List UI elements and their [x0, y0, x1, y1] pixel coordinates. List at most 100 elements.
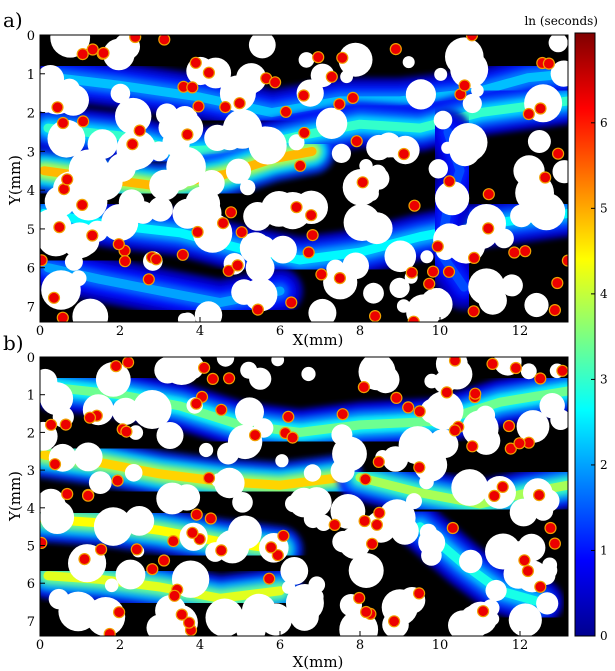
- grain: [118, 189, 145, 215]
- particle: [466, 440, 479, 453]
- particle: [223, 372, 236, 385]
- grain: [148, 196, 173, 222]
- grain: [359, 159, 373, 173]
- grain: [448, 122, 488, 162]
- particle: [47, 291, 61, 304]
- grain: [241, 593, 277, 629]
- grain: [500, 274, 523, 297]
- particle: [59, 418, 72, 431]
- grain: [52, 237, 65, 251]
- grain: [128, 425, 144, 440]
- particle: [448, 357, 462, 367]
- particle: [86, 43, 99, 56]
- particle: [518, 554, 531, 567]
- grain: [303, 464, 322, 482]
- grain: [177, 313, 191, 322]
- grain: [156, 422, 184, 449]
- particle: [405, 266, 418, 279]
- grain: [88, 471, 112, 494]
- particle: [482, 188, 495, 201]
- grain: [382, 446, 409, 472]
- grain: [104, 578, 119, 593]
- x-tick-label: 4: [196, 324, 204, 339]
- particle: [235, 226, 248, 239]
- grain: [72, 298, 109, 322]
- particle: [202, 471, 216, 485]
- grain: [315, 107, 348, 139]
- particle: [190, 508, 203, 521]
- grain: [40, 219, 75, 257]
- particle: [157, 554, 171, 567]
- particle: [122, 357, 135, 369]
- grain: [459, 549, 483, 574]
- particle: [556, 364, 568, 377]
- particle: [353, 591, 366, 605]
- particle: [175, 608, 188, 621]
- particle: [502, 419, 516, 433]
- grain: [110, 83, 131, 104]
- particle: [496, 480, 509, 493]
- x-tick-label: 6: [276, 638, 284, 653]
- particle: [61, 173, 74, 186]
- grain: [41, 270, 81, 310]
- grain: [402, 56, 415, 69]
- particle: [356, 176, 369, 189]
- particle: [81, 489, 95, 502]
- particle: [413, 587, 426, 600]
- y-tick-label: 5: [27, 540, 35, 555]
- grain: [205, 598, 244, 636]
- y-tick-label: 6: [27, 262, 35, 277]
- particle: [333, 97, 346, 111]
- grain: [432, 288, 446, 301]
- particle: [118, 255, 132, 268]
- particle: [97, 46, 110, 60]
- particle: [551, 147, 565, 160]
- particle: [40, 254, 48, 267]
- y-tick-label: 6: [27, 577, 35, 592]
- particle: [198, 361, 211, 374]
- colorbar-tick-label: 1: [600, 543, 608, 557]
- grain: [240, 361, 258, 379]
- particle: [265, 541, 278, 554]
- particle: [76, 47, 89, 61]
- particle: [521, 564, 535, 578]
- particle: [204, 512, 217, 525]
- y-tick-label: 2: [27, 426, 35, 441]
- grain: [398, 426, 437, 465]
- particle: [51, 101, 64, 114]
- x-tick-label: 2: [116, 638, 124, 653]
- particle: [290, 201, 303, 214]
- particle: [358, 514, 371, 528]
- grain: [204, 124, 231, 151]
- grain: [271, 357, 285, 367]
- grain: [330, 494, 366, 529]
- particle: [443, 175, 456, 188]
- colorbar-tick-label: 6: [600, 116, 608, 130]
- x-tick-label: 8: [356, 324, 364, 339]
- particle: [389, 42, 402, 56]
- grain: [112, 397, 140, 425]
- grain: [330, 458, 355, 483]
- grain: [269, 235, 297, 264]
- grain: [40, 368, 58, 393]
- particle: [369, 310, 382, 322]
- grain: [48, 588, 70, 610]
- grain: [235, 397, 264, 427]
- colorbar-tick-label: 0: [600, 629, 608, 643]
- grain: [288, 134, 305, 151]
- particle: [468, 251, 481, 264]
- particle: [504, 442, 517, 455]
- grain: [282, 580, 296, 594]
- particle: [183, 616, 196, 629]
- particle: [408, 199, 421, 212]
- grain: [396, 299, 411, 313]
- grain: [420, 398, 446, 424]
- y-tick-label: 2: [27, 107, 35, 122]
- colorbar-gradient: [574, 32, 596, 637]
- grain: [433, 110, 453, 130]
- particle: [328, 518, 341, 532]
- particle: [86, 229, 99, 242]
- grain: [301, 366, 316, 382]
- grain: [275, 454, 289, 468]
